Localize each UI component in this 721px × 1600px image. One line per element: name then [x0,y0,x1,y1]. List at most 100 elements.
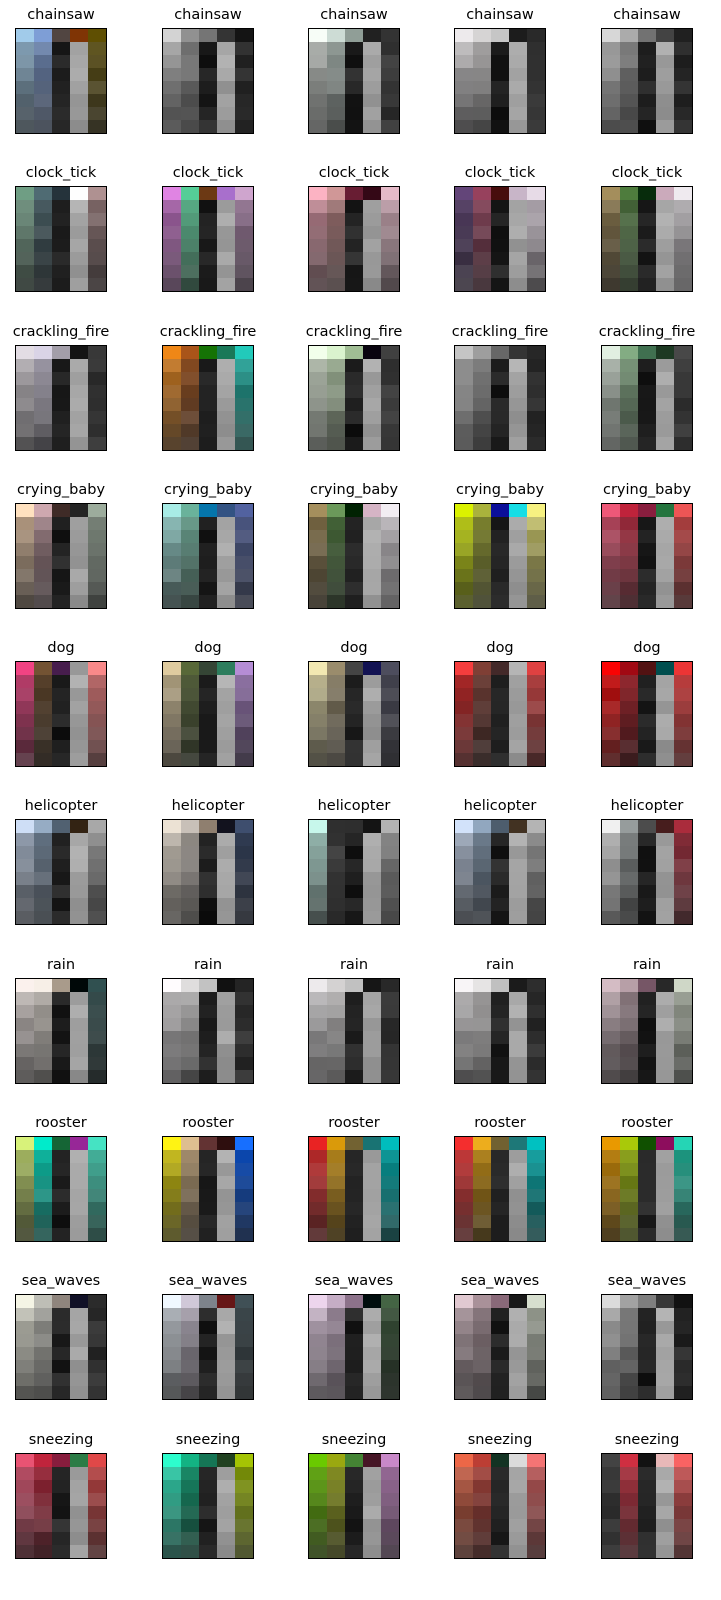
heatmap-cell [455,187,474,201]
heatmap-panel [454,1453,546,1559]
heatmap-cell [163,1215,182,1229]
heatmap-cell [16,120,35,133]
heatmap-cell [455,1334,474,1348]
heatmap-svg [16,504,106,608]
heatmap-cell [656,1519,675,1533]
heatmap-cell [199,543,218,557]
heatmap-cell [473,1163,492,1177]
heatmap-cell [34,1467,53,1481]
heatmap-cell [163,81,182,95]
heatmap-cell [199,120,218,133]
heatmap-cell [163,1321,182,1335]
heatmap-cell [491,1005,510,1019]
heatmap-cell [491,437,510,450]
heatmap-cell [16,753,35,766]
heatmap-cell [509,885,528,899]
heatmap-cell [163,1386,182,1399]
heatmap-cell [381,504,399,518]
heatmap-cell [363,1057,382,1071]
panel-title: helicopter [610,798,684,814]
heatmap-cell [527,200,545,214]
heatmap-cell [473,1347,492,1361]
heatmap-cell [345,213,364,227]
heatmap-cell [656,530,675,544]
heatmap-cell [34,213,53,227]
heatmap-cell [199,820,218,834]
heatmap-cell [602,504,621,518]
heatmap-cell [34,359,53,373]
heatmap-cell [674,675,692,689]
heatmap-cell [656,569,675,583]
heatmap-cell [455,543,474,557]
heatmap-cell [656,846,675,860]
heatmap-cell [16,265,35,279]
heatmap-cell [88,1163,106,1177]
heatmap-cell [199,872,218,886]
heatmap-cell [34,239,53,253]
heatmap-cell [527,346,545,360]
heatmap-cell [163,1532,182,1546]
heatmap-cell [217,1137,236,1151]
heatmap-cell [163,1176,182,1190]
heatmap-cell [52,1202,71,1216]
heatmap-cell [509,187,528,201]
heatmap-cell [88,595,106,608]
panel-title: crackling_fire [12,324,110,340]
heatmap-cell [16,820,35,834]
heatmap-cell [217,29,236,43]
heatmap-cell [620,1480,639,1494]
heatmap-cell [491,1137,510,1151]
heatmap-svg [163,29,253,133]
heatmap-cell [491,1176,510,1190]
heatmap-cell [181,1150,200,1164]
heatmap-cell [473,595,492,608]
heatmap-cell [345,252,364,266]
heatmap-cell [381,1519,399,1533]
heatmap-cell [509,81,528,95]
panel-title: dog [486,640,514,656]
heatmap-cell [656,556,675,570]
heatmap-cell [16,530,35,544]
heatmap-cell [70,911,89,924]
heatmap-cell [345,885,364,899]
heatmap-cell [455,820,474,834]
heatmap-cell [491,1228,510,1241]
heatmap-cell [473,55,492,69]
heatmap-cell [527,1070,545,1083]
heatmap-cell [491,1215,510,1229]
heatmap-cell [473,911,492,924]
heatmap-cell [602,411,621,425]
heatmap-cell [620,81,639,95]
heatmap-cell [16,252,35,266]
heatmap-cell [527,239,545,253]
heatmap-cell [509,753,528,766]
heatmap-cell [345,411,364,425]
heatmap-cell [491,213,510,227]
heatmap-cell [199,1334,218,1348]
heatmap-cell [620,107,639,121]
heatmap-cell [491,372,510,386]
heatmap-cell [345,1228,364,1241]
heatmap-cell [491,898,510,912]
heatmap-cell [527,740,545,754]
heatmap-cell [309,252,328,266]
heatmap-cell [235,582,253,596]
heatmap-panel [162,661,254,767]
heatmap-cell [491,120,510,133]
heatmap-cell [309,437,328,450]
heatmap-cell [199,1031,218,1045]
heatmap-cell [309,1360,328,1374]
heatmap-cell [235,1018,253,1032]
heatmap-cell [363,1189,382,1203]
heatmap-cell [509,1057,528,1071]
heatmap-cell [327,1137,346,1151]
heatmap-cell [491,885,510,899]
heatmap-cell [363,1321,382,1335]
heatmap-cell [345,437,364,450]
heatmap-svg [163,1137,253,1241]
heatmap-cell [363,992,382,1006]
heatmap-cell [181,1545,200,1558]
heatmap-cell [70,1176,89,1190]
heatmap-cell [70,543,89,557]
heatmap-cell [235,1031,253,1045]
